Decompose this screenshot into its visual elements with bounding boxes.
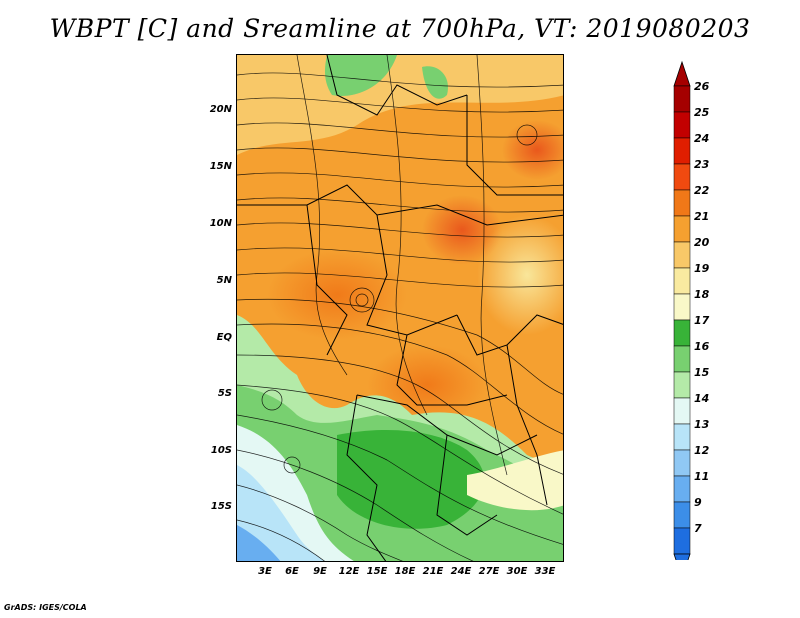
colorbar-label-26: 26 [694, 80, 710, 93]
colorbar-label-12: 12 [694, 444, 710, 457]
colorbar-swatch-22 [673, 189, 691, 217]
colorbar [673, 60, 691, 560]
colorbar-swatch-17 [673, 319, 691, 347]
lon-label-24e: 24E [450, 566, 472, 577]
field-coldest-sw [237, 525, 281, 561]
colorbar-swatch-16 [673, 345, 691, 373]
colorbar-swatch-12 [673, 449, 691, 477]
map-panel [236, 54, 564, 562]
colorbar-top-arrow [673, 60, 691, 87]
field-warm-west [267, 250, 407, 340]
lat-label-eq: EQ [216, 332, 232, 343]
colorbar-swatch-9 [673, 501, 691, 529]
colorbar-swatch-23 [673, 163, 691, 191]
colorbar-label-7: 7 [694, 522, 702, 535]
colorbar-label-18: 18 [694, 288, 710, 301]
lon-label-18e: 18E [394, 566, 416, 577]
lon-label-6e: 6E [285, 566, 299, 577]
colorbar-label-17: 17 [694, 314, 710, 327]
lon-label-33e: 33E [534, 566, 556, 577]
field-green-north [324, 55, 397, 96]
colorbar-label-15: 15 [694, 366, 710, 379]
field-cold-sw [237, 465, 325, 561]
lat-label-15n: 15N [209, 161, 232, 172]
colorbar-label-20: 20 [694, 236, 710, 249]
field-hot-central [422, 195, 502, 265]
colorbar-label-25: 25 [694, 106, 710, 119]
colorbar-swatch-13 [673, 423, 691, 451]
colorbar-label-9: 9 [694, 496, 702, 509]
colorbar-label-16: 16 [694, 340, 710, 353]
lat-label-20n: 20N [209, 104, 232, 115]
colorbar-label-24: 24 [694, 132, 710, 145]
colorbar-swatch-20 [673, 241, 691, 269]
colorbar-swatch-11 [673, 475, 691, 503]
lon-label-12e: 12E [338, 566, 360, 577]
country-borders [237, 55, 563, 561]
lon-label-3e: 3E [258, 566, 272, 577]
colorbar-swatch-18 [673, 293, 691, 321]
field-south-green-dark [337, 430, 485, 529]
colorbar-bottom-arrow [673, 553, 691, 560]
colorbar-swatch-14 [673, 397, 691, 425]
field-north-band [237, 55, 563, 155]
colorbar-label-13: 13 [694, 418, 710, 431]
lat-label-10n: 10N [209, 218, 232, 229]
colorbar-label-11: 11 [694, 470, 710, 483]
lat-label-15s: 15S [210, 501, 232, 512]
colorbar-swatch-21 [673, 215, 691, 243]
lat-label-10s: 10S [210, 445, 232, 456]
lon-label-15e: 15E [366, 566, 388, 577]
colorbar-swatch-7 [673, 527, 691, 555]
colorbar-swatch-26 [673, 85, 691, 113]
lon-label-27e: 27E [478, 566, 500, 577]
streamlines [237, 55, 563, 561]
lon-label-30e: 30E [506, 566, 528, 577]
lon-label-9e: 9E [313, 566, 327, 577]
colorbar-swatch-15 [673, 371, 691, 399]
colorbar-label-23: 23 [694, 158, 710, 171]
colorbar-swatch-19 [673, 267, 691, 295]
field-cool-east [477, 215, 563, 335]
colorbar-swatch-25 [673, 111, 691, 139]
footer-credit: GrADS: IGES/COLA [4, 603, 87, 612]
lon-label-21e: 21E [422, 566, 444, 577]
field-green-ne [422, 66, 448, 99]
colorbar-label-19: 19 [694, 262, 710, 275]
colorbar-swatch-24 [673, 137, 691, 165]
lat-label-5n: 5N [216, 275, 232, 286]
colorbar-label-22: 22 [694, 184, 710, 197]
lat-label-5s: 5S [217, 388, 232, 399]
map-svg [237, 55, 563, 561]
plot-title: WBPT [C] and Sreamline at 700hPa, VT: 20… [49, 14, 751, 43]
colorbar-label-21: 21 [694, 210, 710, 223]
colorbar-label-14: 14 [694, 392, 710, 405]
